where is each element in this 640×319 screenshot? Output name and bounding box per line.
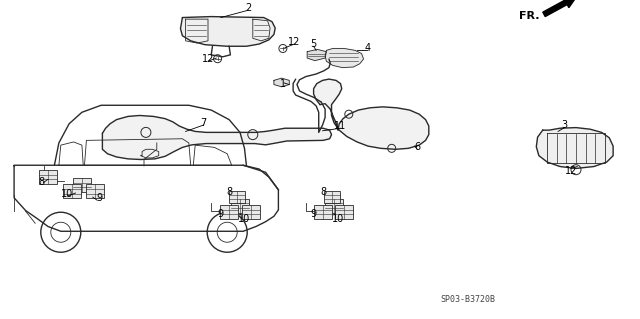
Text: 2: 2 <box>245 3 252 13</box>
Text: 12: 12 <box>564 166 577 176</box>
Text: 8: 8 <box>226 187 232 197</box>
Polygon shape <box>274 78 289 87</box>
Text: FR.: FR. <box>520 11 540 21</box>
Bar <box>242 205 260 219</box>
Text: 1: 1 <box>280 78 286 89</box>
Text: 9: 9 <box>96 193 102 204</box>
Polygon shape <box>180 17 275 46</box>
Text: SP03-B3720B: SP03-B3720B <box>440 295 495 304</box>
Text: 3: 3 <box>561 120 568 130</box>
Bar <box>335 205 353 219</box>
Bar <box>86 184 104 198</box>
Bar <box>220 205 238 219</box>
Text: 7: 7 <box>200 118 207 128</box>
FancyArrow shape <box>543 0 577 17</box>
Bar <box>314 205 332 219</box>
Polygon shape <box>314 79 429 149</box>
Polygon shape <box>307 49 326 61</box>
Polygon shape <box>325 48 364 68</box>
Polygon shape <box>141 149 159 158</box>
Text: 4: 4 <box>364 43 371 54</box>
Text: 6: 6 <box>414 142 420 152</box>
Text: 9: 9 <box>218 209 224 219</box>
Bar <box>73 178 91 192</box>
Text: 11: 11 <box>334 121 347 131</box>
Polygon shape <box>102 115 332 160</box>
Text: 9: 9 <box>310 209 317 219</box>
Text: 10: 10 <box>332 214 344 225</box>
Bar <box>325 199 343 213</box>
Bar <box>323 191 339 203</box>
Text: 8: 8 <box>38 177 45 188</box>
Bar <box>39 170 57 184</box>
Text: 12: 12 <box>202 54 214 64</box>
Text: 8: 8 <box>320 187 326 197</box>
Text: 5: 5 <box>310 39 317 49</box>
Text: 10: 10 <box>61 189 74 199</box>
Bar <box>63 184 81 198</box>
Bar <box>231 199 249 213</box>
Text: 12: 12 <box>288 37 301 47</box>
Polygon shape <box>536 128 613 168</box>
Bar <box>229 191 245 203</box>
Text: 10: 10 <box>238 214 251 225</box>
